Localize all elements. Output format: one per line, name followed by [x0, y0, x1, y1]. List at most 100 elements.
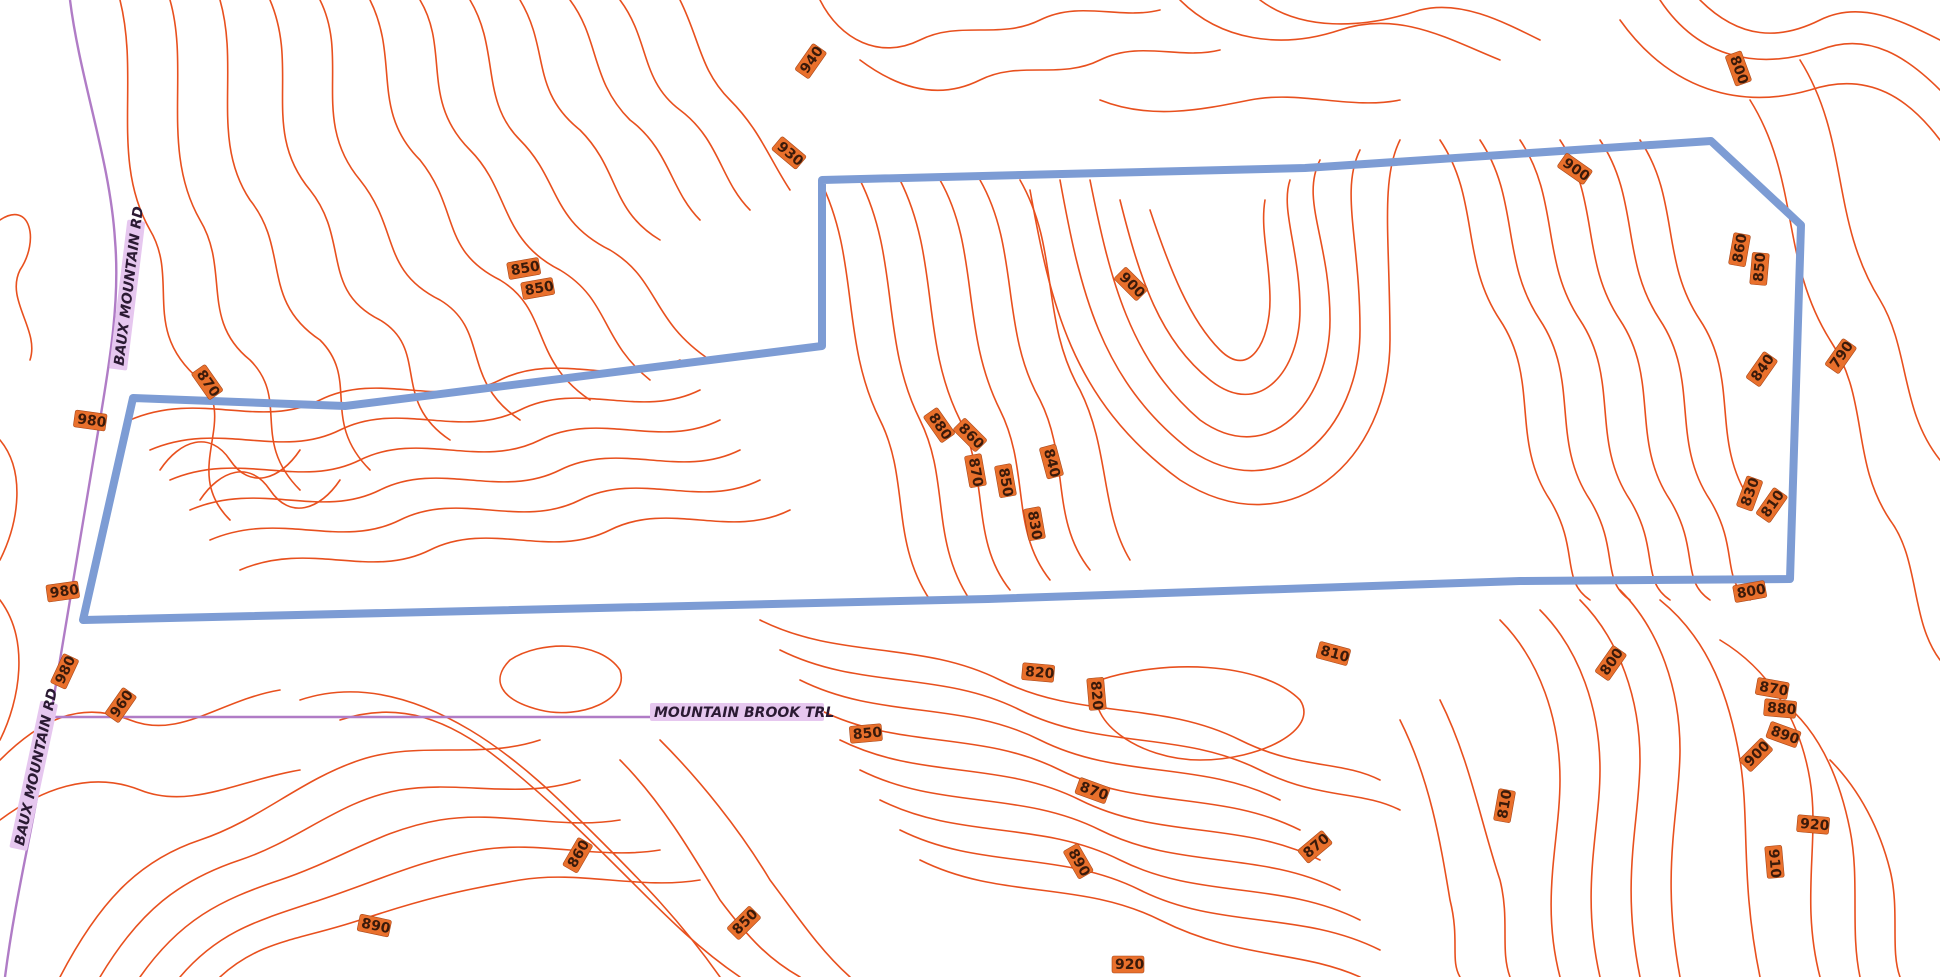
- elevation-label: 890: [356, 913, 392, 937]
- svg-text:840: 840: [1748, 351, 1778, 384]
- contour-line: [619, 0, 751, 211]
- svg-text:850: 850: [510, 258, 542, 279]
- contour-line: [319, 0, 521, 421]
- contour-line: [1149, 199, 1271, 362]
- svg-text:810: 810: [1758, 487, 1788, 520]
- svg-text:820: 820: [1087, 680, 1106, 711]
- contour-line: [499, 645, 623, 714]
- svg-text:840: 840: [1040, 447, 1063, 480]
- roads: [3, 0, 820, 977]
- elevation-label: 980: [45, 580, 80, 603]
- road-label-mountain-brook: MOUNTAIN BROOK TRL: [650, 703, 834, 721]
- elevation-label: 900: [1739, 738, 1774, 772]
- parcel-boundary-icon: [79, 137, 1805, 624]
- contour-line: [179, 846, 661, 977]
- contour-line: [1659, 0, 1940, 91]
- elevation-label: 870: [964, 453, 987, 488]
- contour-line: [189, 449, 741, 511]
- contour-line: [569, 0, 701, 221]
- contour-line: [919, 859, 1361, 977]
- contour-line: [1439, 699, 1511, 977]
- contour-line: [1779, 699, 1861, 977]
- contour-line: [169, 419, 721, 481]
- contour-line: [819, 709, 1301, 831]
- contour-line: [1799, 59, 1940, 461]
- contour-line: [1719, 639, 1821, 977]
- svg-text:820: 820: [1024, 664, 1055, 683]
- contour-line: [1829, 759, 1901, 977]
- elevation-label: 800: [1595, 645, 1627, 681]
- contour-line: [759, 619, 1381, 781]
- contour-line: [139, 816, 621, 977]
- svg-text:850: 850: [852, 725, 883, 744]
- contour-line: [1579, 599, 1641, 977]
- elevation-label: 930: [771, 136, 806, 170]
- contour-line: [0, 439, 18, 561]
- svg-text:980: 980: [49, 582, 80, 602]
- contour-line: [819, 179, 931, 601]
- svg-text:800: 800: [1597, 645, 1627, 678]
- svg-text:900: 900: [1559, 155, 1592, 185]
- contour-line: [0, 599, 20, 741]
- svg-text:830: 830: [1024, 510, 1045, 542]
- contour-line: [129, 359, 681, 421]
- svg-text:810: 810: [1319, 643, 1352, 666]
- contour-line: [199, 471, 341, 509]
- contour-line: [799, 679, 1281, 801]
- elevation-label: 810: [1315, 641, 1352, 666]
- svg-text:910: 910: [1765, 848, 1784, 879]
- elevation-label: 940: [795, 43, 827, 79]
- contour-line: [659, 739, 851, 977]
- elevation-label: 850: [727, 906, 762, 940]
- elevation-label: 810: [1756, 487, 1788, 523]
- elevation-label: 870: [191, 364, 223, 401]
- contour-line: [0, 769, 301, 821]
- svg-text:980: 980: [76, 411, 107, 431]
- elevation-label: 870: [1074, 777, 1111, 804]
- elevation-label: 800: [1732, 580, 1768, 603]
- contour-line: [269, 0, 451, 441]
- contour-line: [469, 0, 711, 361]
- contour-line: [779, 649, 1401, 811]
- contour-line: [219, 876, 701, 977]
- contour-line: [1519, 139, 1671, 601]
- contour-line: [1119, 179, 1301, 395]
- contour-line: [859, 179, 971, 601]
- elevation-label: 890: [1063, 843, 1094, 880]
- elevation-label: 790: [1825, 338, 1857, 374]
- elevation-label: 860: [1728, 232, 1751, 267]
- elevation-label: 870: [1755, 677, 1790, 700]
- contour-line: [159, 441, 301, 479]
- elevation-label: 850: [506, 257, 542, 280]
- contour-line: [239, 509, 791, 571]
- svg-text:800: 800: [1736, 581, 1768, 602]
- contour-line: [879, 799, 1361, 921]
- svg-text:850: 850: [524, 278, 556, 299]
- elevation-label: 980: [50, 653, 79, 690]
- svg-text:860: 860: [1730, 232, 1751, 264]
- contour-line: [1099, 96, 1401, 113]
- elevation-label: 860: [953, 418, 987, 453]
- elevation-label: 830: [1023, 506, 1046, 542]
- contour-line: [1539, 609, 1601, 977]
- contour-line: [1259, 0, 1541, 41]
- contour-line: [1439, 139, 1591, 601]
- elevation-labels: 940 930 850 850 870 980 980 980 960 890 …: [45, 43, 1857, 974]
- svg-text:850: 850: [995, 467, 1016, 499]
- elevation-label: 850: [994, 463, 1017, 499]
- contour-line: [1499, 619, 1561, 977]
- elevation-label: 920: [1796, 814, 1830, 835]
- contour-line: [939, 179, 1051, 581]
- svg-text:890: 890: [360, 915, 392, 937]
- elevation-label: 840: [1039, 444, 1064, 480]
- contour-line: [1019, 179, 1131, 561]
- elevation-label: 900: [1557, 153, 1593, 185]
- elevation-label: 980: [73, 409, 108, 431]
- elevation-label: 820: [1086, 677, 1107, 711]
- elevation-label: 860: [562, 837, 593, 873]
- svg-text:870: 870: [1758, 679, 1790, 700]
- contour-line: [1699, 0, 1940, 41]
- svg-text:880: 880: [1766, 700, 1797, 719]
- contour-line: [369, 0, 591, 401]
